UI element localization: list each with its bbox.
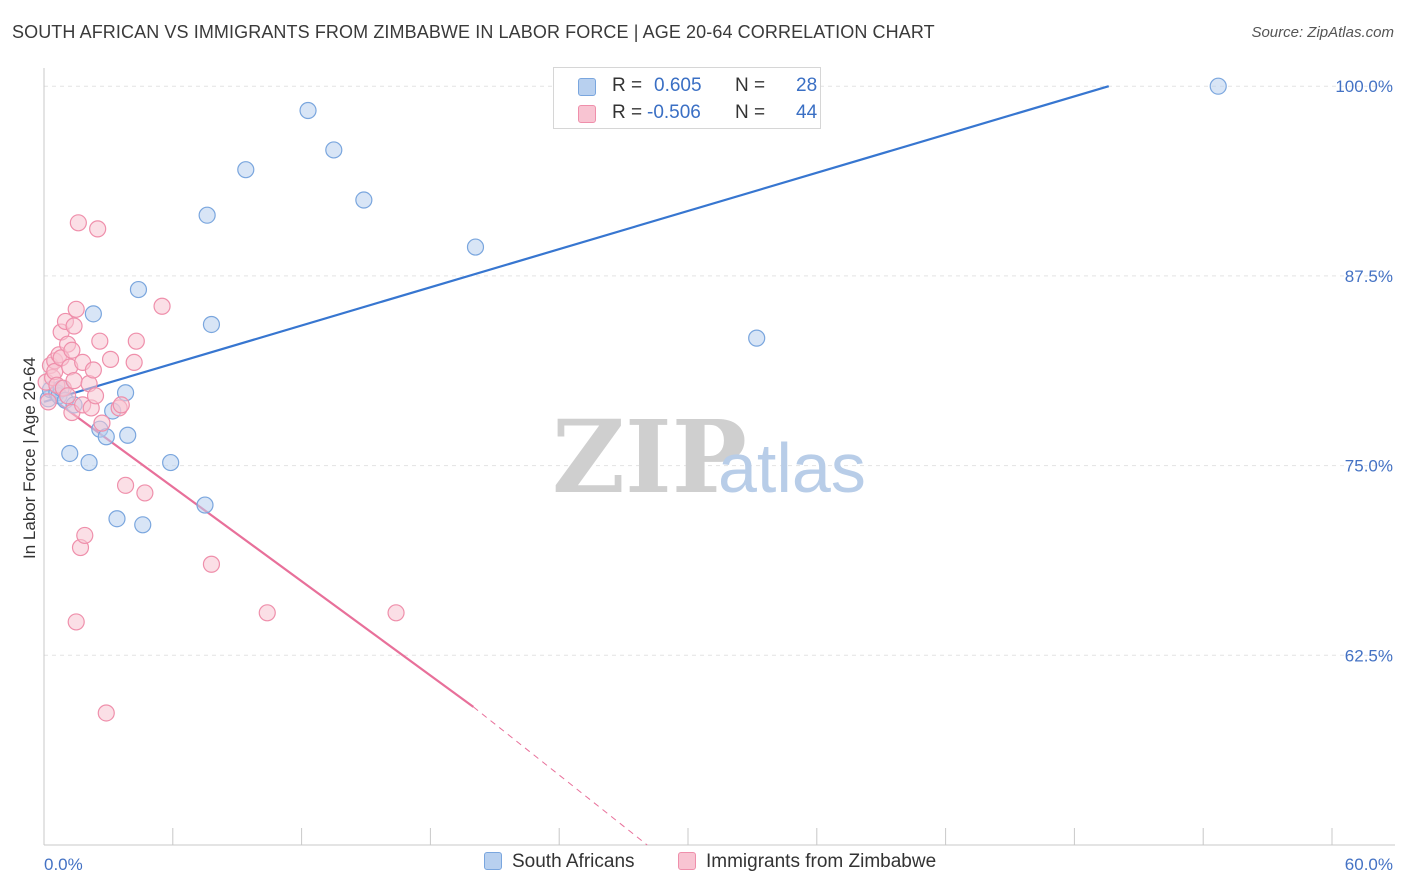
point-south-african (84, 305, 102, 323)
point-south-african (325, 141, 343, 159)
point-south-african (108, 510, 126, 528)
point-south-african (162, 453, 180, 472)
chart-title: SOUTH AFRICAN VS IMMIGRANTS FROM ZIMBABW… (12, 22, 935, 42)
n-value: 28 (796, 75, 818, 96)
point-zimbabwe (93, 414, 111, 432)
legend-label: Immigrants from Zimbabwe (706, 851, 937, 872)
watermark-zip: ZIP (552, 398, 747, 516)
n-value: 44 (796, 102, 818, 123)
r-label: R = (612, 75, 643, 96)
point-zimbabwe (76, 526, 94, 545)
trend-lines (43, 85, 1110, 846)
point-zimbabwe (112, 396, 130, 414)
r-value: 0.605 (654, 75, 702, 96)
x-tick-label: 60.0% (1345, 855, 1393, 874)
point-zimbabwe (116, 476, 135, 494)
point-south-african (748, 329, 766, 347)
point-zimbabwe (65, 317, 83, 335)
point-zimbabwe (387, 604, 405, 622)
point-south-african (299, 101, 317, 120)
point-zimbabwe (258, 604, 276, 622)
axes (43, 68, 1395, 846)
point-zimbabwe (136, 484, 154, 502)
point-zimbabwe (65, 372, 83, 390)
trend-line-zimbabwe (43, 391, 474, 708)
point-zimbabwe (84, 361, 102, 379)
watermark: ZIP atlas (552, 398, 866, 516)
watermark-atlas: atlas (718, 429, 866, 507)
point-zimbabwe (153, 297, 171, 315)
pink-swatch (578, 105, 596, 123)
y-tick-label: 62.5% (1345, 646, 1393, 665)
point-zimbabwe (91, 332, 109, 350)
n-label: N = (735, 102, 766, 123)
x-tick-label: 0.0% (44, 855, 83, 874)
point-zimbabwe (67, 613, 85, 631)
point-south-african (355, 191, 373, 209)
point-zimbabwe (63, 341, 81, 359)
legend-label: South Africans (512, 851, 635, 872)
blue-swatch (578, 78, 596, 96)
y-tick-label: 75.0% (1345, 457, 1393, 476)
point-south-african (61, 444, 79, 463)
trend-line-zimbabwe-extension (473, 706, 648, 846)
point-zimbabwe (101, 350, 120, 368)
correlation-legend: R = 0.605 N = 28 R = -0.506 N = 44 (553, 67, 821, 129)
point-zimbabwe (125, 353, 143, 372)
point-south-african (198, 206, 216, 224)
point-south-african (466, 238, 485, 256)
source-label: Source: ZipAtlas.com (1251, 24, 1394, 41)
point-zimbabwe (127, 332, 145, 350)
point-south-african (119, 426, 137, 444)
y-tick-label: 100.0% (1335, 77, 1393, 96)
point-zimbabwe (97, 704, 115, 722)
point-zimbabwe (86, 387, 105, 405)
pink-swatch (678, 852, 696, 870)
point-south-african (202, 315, 221, 334)
point-zimbabwe (89, 220, 107, 238)
point-south-african (196, 496, 214, 514)
point-zimbabwe (67, 300, 85, 318)
trend-line-south-africans (43, 85, 1110, 403)
point-zimbabwe (202, 555, 221, 573)
r-label: R = (612, 102, 643, 123)
point-south-african (134, 516, 152, 534)
point-zimbabwe (39, 393, 57, 411)
blue-swatch (484, 852, 502, 870)
r-value: -0.506 (647, 102, 701, 123)
data-points (37, 77, 1227, 722)
n-label: N = (735, 75, 766, 96)
y-tick-label: 87.5% (1345, 267, 1393, 286)
point-zimbabwe (69, 214, 87, 232)
point-south-african (237, 161, 255, 179)
point-south-african (80, 453, 98, 472)
legend-item-zimbabwe: Immigrants from Zimbabwe (678, 851, 936, 873)
legend-item-south-africans: South Africans (484, 851, 635, 873)
tick-labels: 62.5% 75.0% 87.5% 100.0% 0.0% 60.0% (44, 77, 1393, 874)
point-zimbabwe (59, 387, 77, 405)
point-south-african (129, 280, 148, 299)
point-south-african (1209, 77, 1227, 95)
